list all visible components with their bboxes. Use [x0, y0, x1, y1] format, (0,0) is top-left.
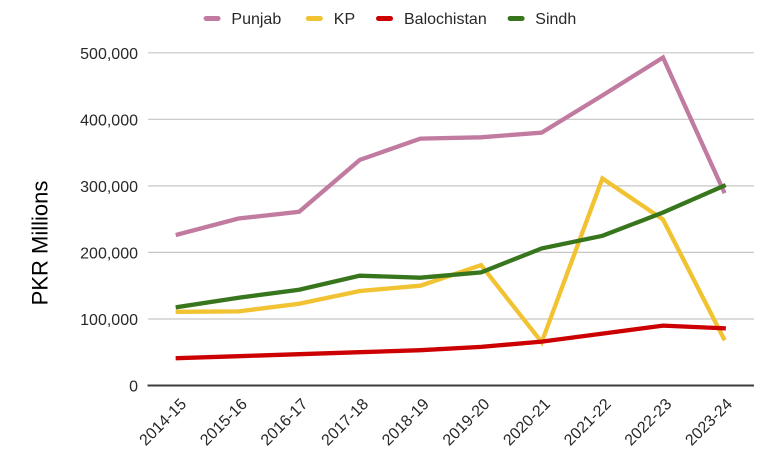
svg-text:300,000: 300,000: [80, 179, 138, 196]
svg-text:Sindh: Sindh: [535, 11, 576, 28]
svg-text:2020-21: 2020-21: [500, 396, 554, 450]
svg-text:2021-22: 2021-22: [561, 396, 615, 450]
svg-text:2014-15: 2014-15: [137, 396, 191, 450]
svg-text:2023-24: 2023-24: [682, 396, 736, 450]
svg-text:Punjab: Punjab: [231, 11, 281, 28]
svg-text:2018-19: 2018-19: [379, 396, 433, 450]
svg-text:Balochistan: Balochistan: [404, 11, 487, 28]
svg-text:0: 0: [129, 379, 138, 396]
svg-text:2022-23: 2022-23: [622, 396, 676, 450]
svg-text:KP: KP: [334, 11, 355, 28]
svg-text:400,000: 400,000: [80, 113, 138, 130]
svg-text:PKR Millions: PKR Millions: [28, 181, 53, 306]
svg-text:2019-20: 2019-20: [440, 396, 494, 450]
svg-text:500,000: 500,000: [80, 46, 138, 63]
svg-text:2016-17: 2016-17: [258, 396, 312, 450]
svg-text:100,000: 100,000: [80, 312, 138, 329]
svg-text:2017-18: 2017-18: [319, 396, 373, 450]
svg-text:2015-16: 2015-16: [197, 396, 251, 450]
svg-text:200,000: 200,000: [80, 246, 138, 263]
